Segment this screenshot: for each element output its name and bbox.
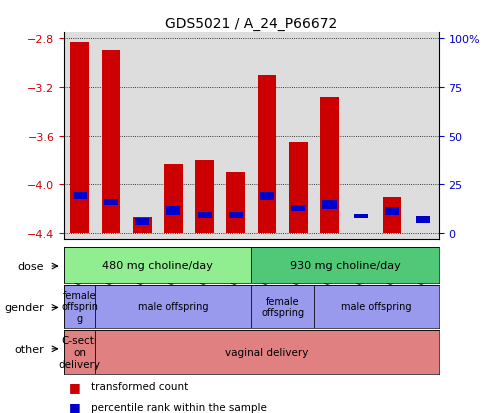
Text: female
offsprin
g: female offsprin g	[61, 290, 98, 323]
Text: gender: gender	[4, 303, 44, 313]
Bar	[320, 97, 339, 233]
Text: female
offspring: female offspring	[261, 296, 304, 318]
Text: male offspring: male offspring	[341, 301, 412, 312]
Bar	[70, 43, 89, 233]
Text: percentile rank within the sample: percentile rank within the sample	[91, 402, 267, 412]
Text: transformed count: transformed count	[91, 381, 188, 391]
Bar	[291, 206, 305, 211]
Bar	[383, 197, 401, 233]
Bar	[416, 216, 430, 224]
Text: 480 mg choline/day: 480 mg choline/day	[103, 260, 213, 271]
Bar	[353, 214, 368, 219]
Bar	[195, 161, 214, 233]
Text: ■: ■	[69, 380, 81, 393]
Bar	[166, 207, 180, 215]
Bar	[102, 51, 120, 233]
Text: C-secti
on
delivery: C-secti on delivery	[59, 335, 101, 369]
Bar	[251, 248, 439, 283]
Bar	[64, 248, 251, 283]
Bar	[251, 285, 314, 328]
Bar	[133, 218, 151, 233]
Text: 930 mg choline/day: 930 mg choline/day	[290, 260, 400, 271]
Bar	[289, 142, 308, 233]
Text: ■: ■	[69, 400, 81, 413]
Text: vaginal delivery: vaginal delivery	[225, 347, 309, 357]
Bar	[198, 213, 211, 219]
Bar	[72, 192, 87, 199]
Bar	[226, 173, 245, 233]
Text: dose: dose	[18, 261, 44, 271]
Bar	[229, 213, 243, 219]
Bar	[322, 201, 337, 209]
Title: GDS5021 / A_24_P66672: GDS5021 / A_24_P66672	[165, 17, 338, 31]
Bar	[104, 199, 118, 206]
Bar	[314, 285, 439, 328]
Bar	[385, 208, 399, 215]
Bar	[95, 285, 251, 328]
Text: male offspring: male offspring	[138, 301, 209, 312]
Bar	[164, 164, 183, 233]
Bar	[64, 285, 95, 328]
Bar	[260, 192, 274, 201]
Bar	[64, 330, 95, 374]
Text: other: other	[15, 344, 44, 354]
Bar	[135, 219, 149, 225]
Bar	[258, 76, 277, 233]
